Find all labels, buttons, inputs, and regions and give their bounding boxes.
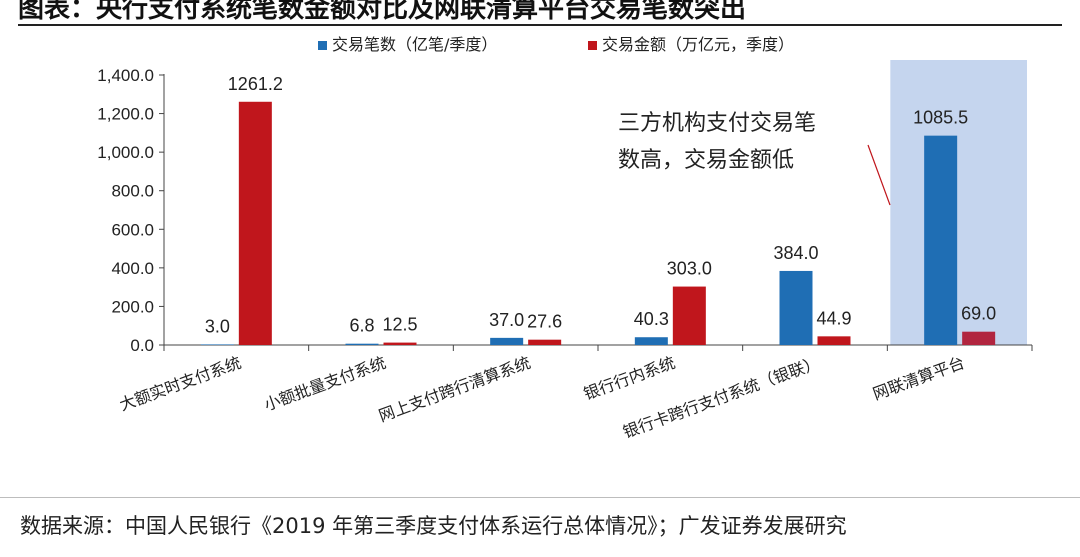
y-tick-label: 200.0	[111, 297, 154, 316]
data-label: 40.3	[634, 309, 669, 329]
footer-divider	[0, 497, 1080, 498]
legend-swatch	[318, 41, 327, 50]
bar	[634, 337, 668, 345]
data-label: 1261.2	[228, 74, 283, 94]
legend-label: 交易金额（万亿元，季度）	[602, 35, 794, 54]
category-label: 大额实时支付系统	[117, 353, 244, 415]
data-label: 3.0	[205, 316, 230, 336]
data-label: 303.0	[667, 259, 712, 279]
bar	[817, 336, 851, 345]
highlight-band	[890, 60, 1027, 345]
source-note: 数据来源：中国人民银行《2019 年第三季度支付体系运行总体情况》；广发证券发展…	[20, 514, 847, 538]
bar	[962, 331, 996, 345]
data-label: 12.5	[382, 315, 417, 335]
data-label: 44.9	[816, 308, 851, 328]
header-divider	[18, 24, 1062, 26]
data-label: 384.0	[773, 243, 818, 263]
y-tick-label: 1,200.0	[97, 105, 154, 124]
data-label: 37.0	[489, 310, 524, 330]
page-title: 图表：央行支付系统笔数金额对比及网联清算平台交易笔数突出	[18, 0, 747, 24]
annotation-text: 三方机构支付交易笔	[618, 111, 816, 136]
bar	[924, 135, 958, 345]
data-label: 69.0	[961, 304, 996, 324]
category-label: 小额批量支付系统	[262, 353, 389, 415]
data-label: 6.8	[349, 316, 374, 336]
annotation-pointer	[867, 144, 891, 206]
data-label: 27.6	[527, 312, 562, 332]
category-label: 网上支付跨行清算系统	[376, 353, 533, 426]
data-label: 1085.5	[913, 108, 968, 128]
bar	[238, 101, 272, 345]
y-tick-label: 1,400.0	[97, 66, 154, 85]
category-label: 银行行内系统	[581, 353, 678, 404]
bar	[200, 344, 234, 346]
y-tick-label: 800.0	[111, 182, 154, 201]
bar	[672, 286, 706, 345]
bar	[490, 337, 524, 345]
y-tick-label: 1,000.0	[97, 143, 154, 162]
bar	[779, 270, 813, 345]
bar	[528, 339, 562, 345]
category-label: 网联清算平台	[870, 353, 967, 404]
bar	[345, 343, 379, 345]
y-tick-label: 400.0	[111, 259, 154, 278]
legend-label: 交易笔数（亿笔/季度）	[332, 35, 497, 54]
bar-chart: 0.0 200.0 400.0 600.0 800.0 1,000.0 1,200.0 1,4…	[97, 35, 1033, 442]
bar	[383, 342, 417, 345]
legend-swatch	[588, 41, 597, 50]
y-tick-label: 0.0	[130, 336, 154, 355]
y-tick-label: 600.0	[111, 220, 154, 239]
annotation-text: 数高，交易金额低	[618, 148, 794, 173]
